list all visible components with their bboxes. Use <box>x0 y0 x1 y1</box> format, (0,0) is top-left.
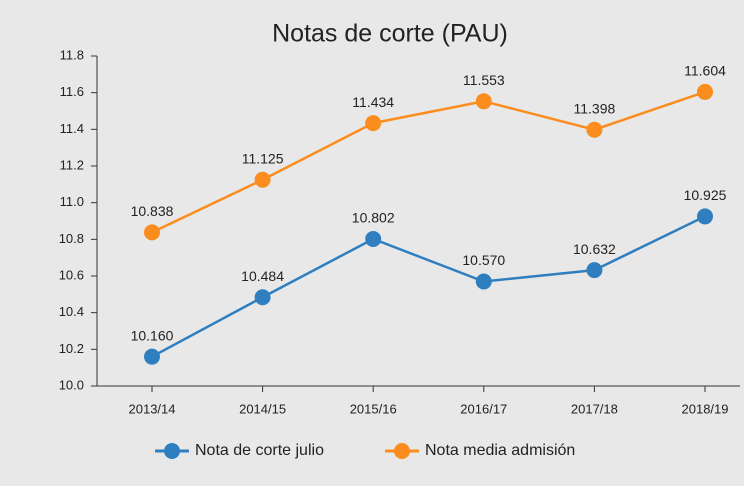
data-point <box>475 93 492 110</box>
y-tick-label: 11.4 <box>60 121 84 136</box>
data-label: 10.570 <box>462 252 505 268</box>
data-label: 11.125 <box>242 150 284 166</box>
series-line <box>151 90 706 234</box>
legend-label: Nota media admisión <box>425 442 575 459</box>
data-point <box>365 230 382 247</box>
data-label: 11.398 <box>574 100 616 116</box>
legend-label: Nota de corte julio <box>195 442 324 459</box>
data-point <box>365 115 382 132</box>
x-tick-label: 2015/16 <box>350 401 397 416</box>
y-tick-label: 10.8 <box>59 231 84 246</box>
y-tick-label: 10.0 <box>59 377 84 392</box>
data-label: 10.632 <box>573 241 616 257</box>
x-tick-label: 2016/17 <box>460 401 507 416</box>
data-label: 11.604 <box>684 63 726 79</box>
data-label: 10.160 <box>131 327 174 343</box>
data-point <box>475 273 492 290</box>
data-label: 10.484 <box>241 268 284 284</box>
data-point <box>586 262 603 279</box>
data-point <box>254 289 271 306</box>
data-label: 10.838 <box>131 203 174 219</box>
chart-title: Notas de corte (PAU) <box>272 20 508 48</box>
x-tick-label: 2013/14 <box>129 401 176 416</box>
data-point <box>144 348 160 365</box>
series-line <box>151 215 706 358</box>
data-label: 10.802 <box>352 210 395 226</box>
data-label: 10.925 <box>684 187 727 203</box>
data-point <box>254 171 271 188</box>
y-tick-label: 11.0 <box>60 194 84 209</box>
y-tick-label: 11.6 <box>60 84 84 99</box>
x-tick-label: 2018/19 <box>682 401 729 416</box>
x-tick-label: 2017/18 <box>571 401 618 416</box>
data-label: 11.553 <box>463 72 505 88</box>
y-tick-label: 10.6 <box>59 267 84 282</box>
data-point <box>697 208 713 225</box>
y-tick-label: 10.2 <box>59 341 84 356</box>
x-tick-label: 2014/15 <box>239 401 286 416</box>
y-tick-label: 11.8 <box>60 47 84 62</box>
legend-swatch <box>164 443 180 459</box>
legend-swatch <box>394 443 410 459</box>
data-point <box>586 121 603 138</box>
data-point <box>697 83 713 100</box>
data-label: 11.434 <box>352 94 394 110</box>
y-tick-label: 11.2 <box>60 157 84 172</box>
data-point <box>144 224 160 241</box>
y-tick-label: 10.4 <box>59 304 84 319</box>
